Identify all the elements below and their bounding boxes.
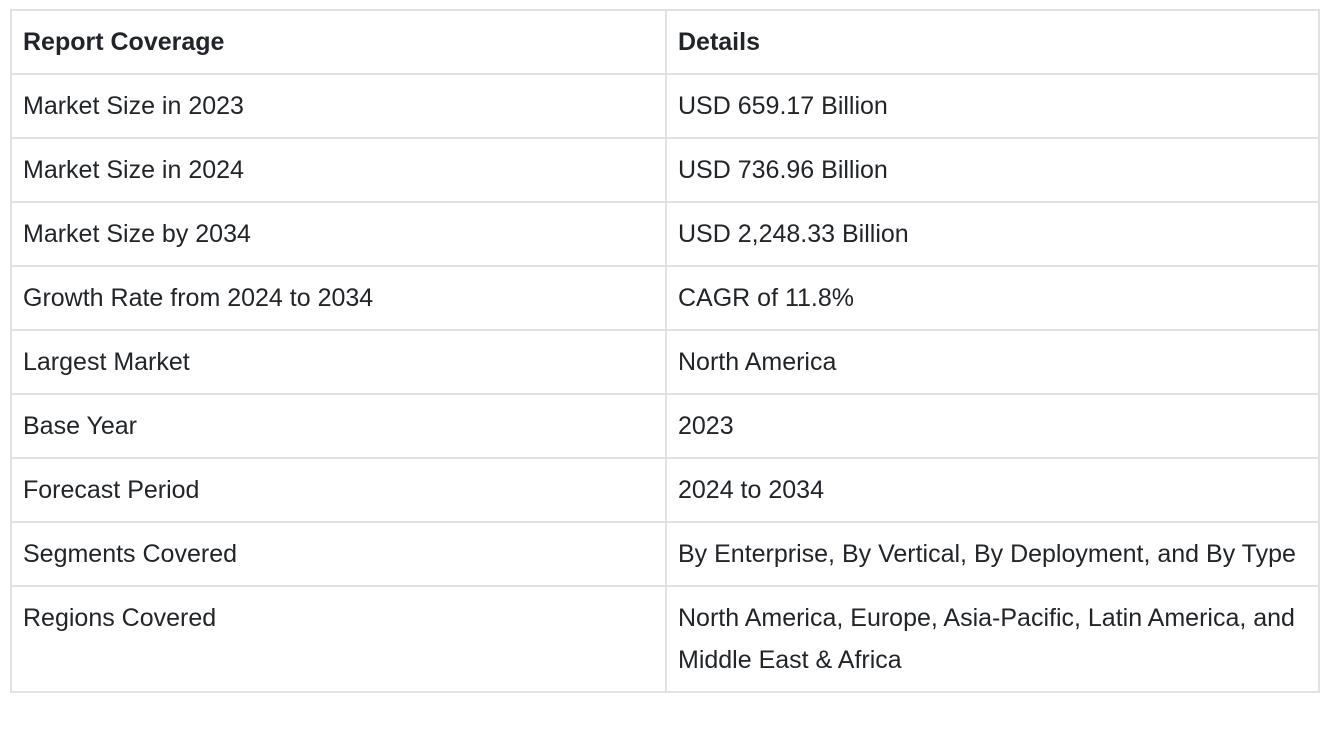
row-value: USD 659.17 Billion xyxy=(665,73,1320,139)
table-row: Segments Covered By Enterprise, By Vertic… xyxy=(10,521,1320,587)
table-row: Largest Market North America xyxy=(10,329,1320,395)
table-row: Regions Covered North America, Europe, As… xyxy=(10,585,1320,693)
row-label: Largest Market xyxy=(10,329,667,395)
table-header-row: Report Coverage Details xyxy=(10,9,1320,75)
table-row: Base Year 2023 xyxy=(10,393,1320,459)
row-label: Segments Covered xyxy=(10,521,667,587)
row-value: USD 2,248.33 Billion xyxy=(665,201,1320,267)
row-value: 2024 to 2034 xyxy=(665,457,1320,523)
row-label: Growth Rate from 2024 to 2034 xyxy=(10,265,667,331)
report-coverage-table: Report Coverage Details Market Size in 2… xyxy=(10,9,1320,693)
table-row: Market Size by 2034 USD 2,248.33 Billion xyxy=(10,201,1320,267)
row-label: Market Size by 2034 xyxy=(10,201,667,267)
table-row: Market Size in 2023 USD 659.17 Billion xyxy=(10,73,1320,139)
table-row: Forecast Period 2024 to 2034 xyxy=(10,457,1320,523)
header-details: Details xyxy=(665,9,1320,75)
row-value: By Enterprise, By Vertical, By Deploymen… xyxy=(665,521,1320,587)
header-report-coverage: Report Coverage xyxy=(10,9,667,75)
row-label: Forecast Period xyxy=(10,457,667,523)
row-value: North America xyxy=(665,329,1320,395)
row-value: 2023 xyxy=(665,393,1320,459)
row-value: USD 736.96 Billion xyxy=(665,137,1320,203)
table-row: Growth Rate from 2024 to 2034 CAGR of 11.… xyxy=(10,265,1320,331)
row-label: Regions Covered xyxy=(10,585,667,693)
row-label: Market Size in 2023 xyxy=(10,73,667,139)
row-label: Base Year xyxy=(10,393,667,459)
row-label: Market Size in 2024 xyxy=(10,137,667,203)
table-row: Market Size in 2024 USD 736.96 Billion xyxy=(10,137,1320,203)
row-value: CAGR of 11.8% xyxy=(665,265,1320,331)
row-value: North America, Europe, Asia-Pacific, Lat… xyxy=(665,585,1320,693)
